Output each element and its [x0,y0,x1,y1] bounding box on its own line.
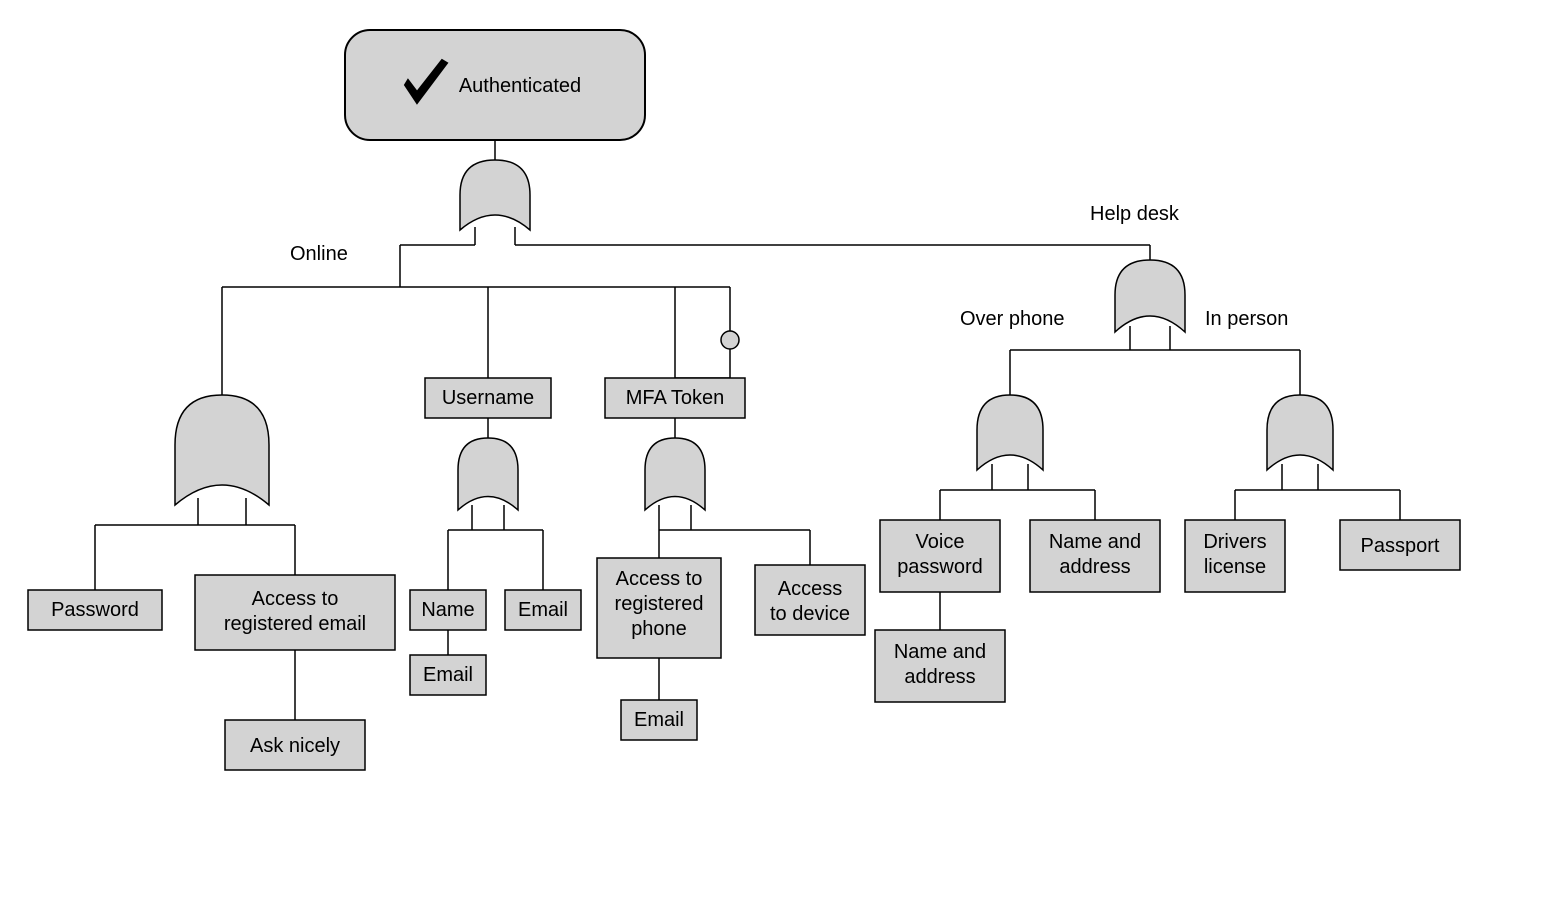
attack-tree-diagram: Authenticated Online Help desk [0,0,1568,906]
gate-or-mfa [645,438,705,530]
negation-circle [721,331,739,349]
label-access-email-1: Access to [252,588,339,610]
label-name-address-2a: Name and [894,641,986,663]
label-drivers-license-2: license [1204,556,1266,578]
label-name-address-1b: address [1059,556,1130,578]
label-voice-password-1: Voice [916,531,965,553]
label-access-email-2: registered email [224,613,366,635]
gate-or-over-phone [977,395,1043,490]
label-ask-nicely: Ask nicely [250,735,340,757]
label-access-device-2: to device [770,603,850,625]
label-access-phone-1: Access to [616,568,703,590]
label-passport: Passport [1361,535,1440,557]
edge-label-in-person: In person [1205,308,1288,330]
label-email-1: Email [518,599,568,621]
label-access-phone-3: phone [631,618,687,640]
gate-or-username [458,438,518,530]
label-password: Password [51,599,139,621]
gate-or-helpdesk [1115,260,1185,350]
label-access-phone-2: registered [615,593,704,615]
label-mfa-token: MFA Token [626,387,725,409]
label-email-2: Email [423,664,473,686]
root-label: Authenticated [459,75,581,97]
label-voice-password-2: password [897,556,983,578]
label-username: Username [442,387,534,409]
edge-label-help-desk: Help desk [1090,203,1180,225]
label-access-device-1: Access [778,578,842,600]
label-name-address-2b: address [904,666,975,688]
edge-label-over-phone: Over phone [960,308,1065,330]
label-drivers-license-1: Drivers [1203,531,1266,553]
edge-label-online: Online [290,243,348,265]
gate-or-root [460,160,530,245]
label-name: Name [421,599,474,621]
gate-or-credentials [175,395,269,525]
label-email-3: Email [634,709,684,731]
label-name-address-1a: Name and [1049,531,1141,553]
gate-or-in-person [1267,395,1333,490]
